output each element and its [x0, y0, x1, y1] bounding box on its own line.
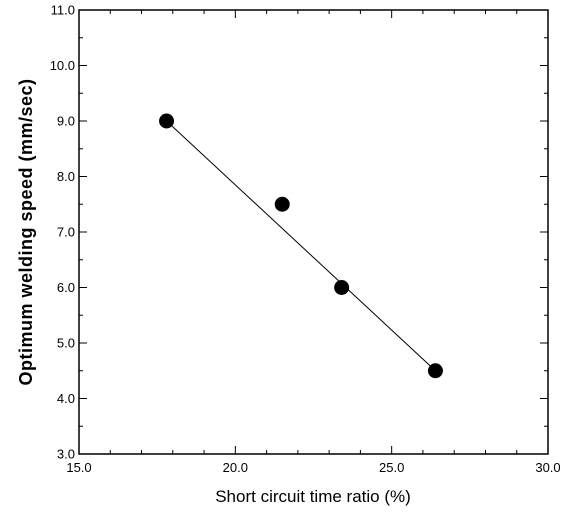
- y-tick-label: 10.0: [50, 58, 75, 73]
- y-tick-label: 3.0: [57, 447, 75, 462]
- y-tick-label: 11.0: [51, 3, 75, 18]
- x-tick-label: 30.0: [535, 460, 560, 475]
- trend-line: [166, 120, 436, 372]
- y-tick-label: 4.0: [57, 391, 75, 406]
- y-tick-label: 8.0: [57, 169, 75, 184]
- y-tick-label: 7.0: [57, 225, 75, 240]
- plot-frame: [78, 9, 549, 455]
- y-tick-label: 5.0: [57, 336, 75, 351]
- trend-line-group: [166, 120, 436, 372]
- data-point: [427, 363, 443, 379]
- x-tick-label: 25.0: [379, 460, 404, 475]
- y-tick-label: 6.0: [57, 280, 75, 295]
- tick-labels: 15.0 20.0 25.0 30.0 3.0 4.0 5.0 6.0 7.0 8.0 9.0 10.…: [50, 3, 561, 476]
- y-tick-label: 9.0: [57, 114, 75, 129]
- y-axis-title: Optimum welding speed (mm/sec): [16, 78, 36, 385]
- x-axis-title: Short circuit time ratio (%): [215, 487, 411, 506]
- x-tick-label: 15.0: [66, 460, 91, 475]
- x-tick-label: 20.0: [223, 460, 248, 475]
- data-point: [334, 280, 350, 295]
- data-points: [159, 113, 443, 379]
- data-point: [159, 113, 175, 129]
- data-point: [274, 196, 290, 212]
- axis-ticks: [78, 9, 549, 455]
